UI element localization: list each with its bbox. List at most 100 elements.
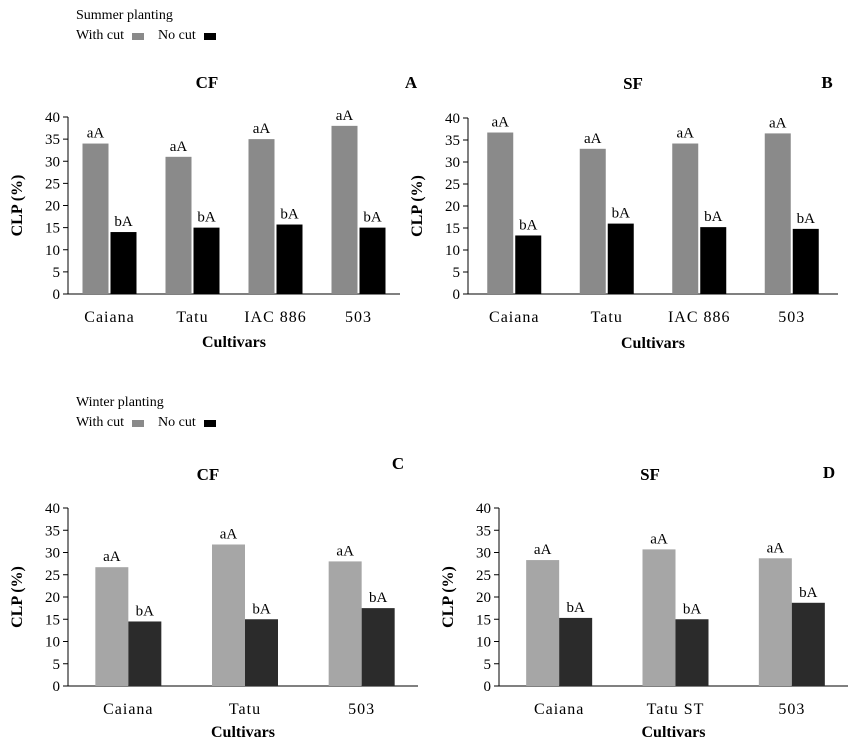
y-tick-label: 30 xyxy=(45,154,60,170)
winter-legend: Winter planting With cut No cut xyxy=(76,393,230,433)
data-label: aA xyxy=(650,531,668,547)
data-label: bA xyxy=(363,210,382,226)
x-axis-label: Cultivars xyxy=(202,334,266,351)
y-tick-label: 0 xyxy=(453,287,461,303)
y-tick-label: 30 xyxy=(45,546,60,562)
legend-label-with-cut: With cut xyxy=(76,28,125,43)
y-tick-label: 5 xyxy=(484,657,492,673)
bar-no-cut xyxy=(791,602,825,686)
category-label: 503 xyxy=(345,309,372,326)
chart-title: CF xyxy=(197,465,220,484)
panel-letter: B xyxy=(821,73,832,92)
bar-no-cut xyxy=(675,619,709,686)
bar-with-cut xyxy=(248,139,275,294)
bar-with-cut xyxy=(95,567,129,686)
y-tick-label: 15 xyxy=(445,221,460,237)
panel-letter: C xyxy=(392,454,404,473)
bar-with-cut xyxy=(212,544,245,686)
bar-with-cut xyxy=(526,560,560,686)
category-label: 503 xyxy=(778,309,805,326)
y-tick-label: 40 xyxy=(45,501,60,517)
category-label: Caiana xyxy=(84,309,134,326)
panel-letter: A xyxy=(405,73,418,92)
bar-no-cut xyxy=(359,227,386,294)
y-tick-label: 30 xyxy=(445,155,460,171)
legend-label-with-cut: With cut xyxy=(76,415,125,430)
y-tick-label: 15 xyxy=(45,221,60,237)
y-tick-label: 15 xyxy=(476,612,491,628)
data-label: aA xyxy=(170,139,188,155)
bar-with-cut xyxy=(672,143,699,294)
bar-with-cut xyxy=(331,125,358,294)
bar-no-cut xyxy=(792,228,819,294)
data-label: bA xyxy=(114,214,133,230)
category-label: Caiana xyxy=(489,309,539,326)
data-label: bA xyxy=(683,601,702,617)
bar-with-cut xyxy=(487,132,514,294)
legend-label-no-cut: No cut xyxy=(158,28,196,43)
y-tick-label: 5 xyxy=(53,265,61,281)
x-axis-label: Cultivars xyxy=(621,335,685,352)
y-tick-label: 5 xyxy=(53,657,61,673)
y-tick-label: 0 xyxy=(53,679,61,695)
data-label: aA xyxy=(336,543,354,559)
y-tick-label: 15 xyxy=(45,612,60,628)
data-label: aA xyxy=(103,549,121,565)
data-label: bA xyxy=(280,207,299,223)
bar-with-cut xyxy=(642,549,676,686)
y-tick-label: 20 xyxy=(45,199,60,215)
bar-no-cut xyxy=(515,235,542,294)
legend-label-no-cut: No cut xyxy=(158,415,196,430)
y-tick-label: 25 xyxy=(45,176,60,192)
bar-with-cut xyxy=(82,143,109,294)
y-tick-label: 40 xyxy=(476,501,491,517)
legend-swatch-with-cut xyxy=(132,32,145,40)
chart-title: SF xyxy=(640,465,660,484)
y-tick-label: 20 xyxy=(445,199,460,215)
y-tick-label: 35 xyxy=(45,132,60,148)
data-label: bA xyxy=(252,601,271,617)
group-title: Summer planting xyxy=(76,8,173,23)
bar-with-cut xyxy=(165,156,192,294)
bar-no-cut xyxy=(110,232,137,294)
data-label: bA xyxy=(136,603,155,619)
y-tick-label: 20 xyxy=(476,590,491,606)
chart-title: CF xyxy=(196,73,219,92)
y-tick-label: 0 xyxy=(53,287,61,303)
category-label: Caiana xyxy=(103,701,153,718)
data-label: bA xyxy=(612,206,631,222)
data-label: aA xyxy=(677,126,695,142)
category-label: Tatu xyxy=(176,309,208,326)
data-label: bA xyxy=(566,600,585,616)
data-label: aA xyxy=(769,115,787,131)
data-label: bA xyxy=(197,210,216,226)
bar-no-cut xyxy=(607,223,634,294)
y-tick-label: 35 xyxy=(445,133,460,149)
bar-no-cut xyxy=(128,621,162,686)
data-label: bA xyxy=(704,209,723,225)
y-tick-label: 30 xyxy=(476,546,491,562)
data-label: aA xyxy=(336,108,354,124)
y-tick-label: 25 xyxy=(445,177,460,193)
category-label: IAC 886 xyxy=(244,309,307,326)
category-label: IAC 886 xyxy=(668,309,731,326)
bar-no-cut xyxy=(276,224,303,294)
bar-with-cut xyxy=(764,133,791,294)
data-label: bA xyxy=(369,590,388,606)
y-tick-label: 35 xyxy=(45,523,60,539)
y-tick-label: 0 xyxy=(484,679,492,695)
data-label: bA xyxy=(799,585,818,601)
category-label: 503 xyxy=(348,701,375,718)
y-tick-label: 35 xyxy=(476,523,491,539)
panel-letter: D xyxy=(823,463,835,482)
y-tick-label: 25 xyxy=(476,568,491,584)
data-label: aA xyxy=(767,540,785,556)
y-axis-label: CLP (%) xyxy=(9,175,26,237)
bar-no-cut xyxy=(361,608,395,686)
legend-swatch-with-cut xyxy=(132,419,145,427)
bar-with-cut xyxy=(579,148,606,294)
x-axis-label: Cultivars xyxy=(642,724,706,741)
y-tick-label: 10 xyxy=(476,635,491,651)
y-axis-label: CLP (%) xyxy=(440,566,457,628)
legend-swatch-no-cut xyxy=(203,32,216,40)
